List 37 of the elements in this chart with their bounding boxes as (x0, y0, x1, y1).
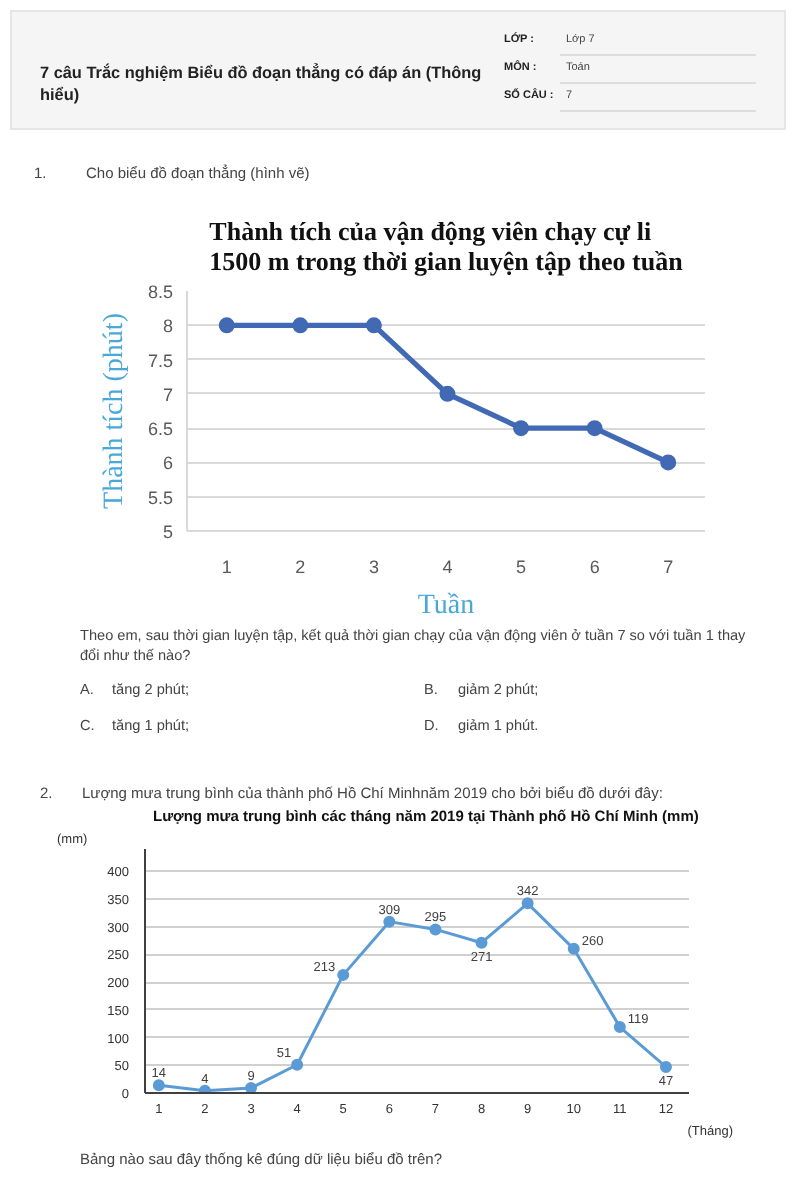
y-tick-label: 8 (162, 316, 174, 337)
point (365, 317, 382, 334)
point (383, 915, 396, 928)
y-tick-label: 6 (162, 453, 174, 474)
y-tick-label: 5 (162, 522, 174, 542)
point (218, 317, 235, 334)
point (567, 942, 580, 955)
point (439, 385, 456, 402)
text: 7 câu Trắc nghiệm Biểu đồ đoạn thẳng có đáp án (Thông hiểu) (40, 62, 484, 106)
x-tick-label: 4 (442, 557, 453, 577)
point (659, 1060, 672, 1073)
y-tick-label: 6.5 (147, 419, 174, 440)
point (475, 936, 488, 949)
y-axis-title: Thành tích (phút) (99, 312, 130, 509)
x-tick-label: 3 (368, 557, 379, 577)
point (291, 1058, 304, 1071)
y-tick-label: 7 (162, 384, 174, 405)
point (586, 420, 603, 437)
point (292, 317, 309, 334)
point (521, 897, 534, 910)
x-tick-label: 1 (221, 557, 232, 577)
point (245, 1082, 258, 1093)
point (513, 420, 530, 437)
x-axis-title: Tuần (417, 591, 475, 621)
x-tick-label: 2 (295, 557, 306, 577)
point (613, 1021, 626, 1033)
y-tick-label: 7.5 (147, 350, 174, 371)
point (152, 1079, 165, 1092)
y-tick-label: 5.5 (147, 487, 174, 508)
x-tick-label: 5 (516, 557, 527, 577)
point (337, 968, 350, 981)
chart-title: Thành tích của vận động viên chạy cự li 1500 m trong thời gian luyện tập theo tuần (209, 216, 685, 276)
x-tick-label: 6 (589, 557, 600, 577)
x-tick-label: 7 (663, 557, 674, 577)
point (429, 923, 442, 936)
point (660, 454, 677, 471)
y-tick-label: 8.5 (147, 282, 174, 302)
